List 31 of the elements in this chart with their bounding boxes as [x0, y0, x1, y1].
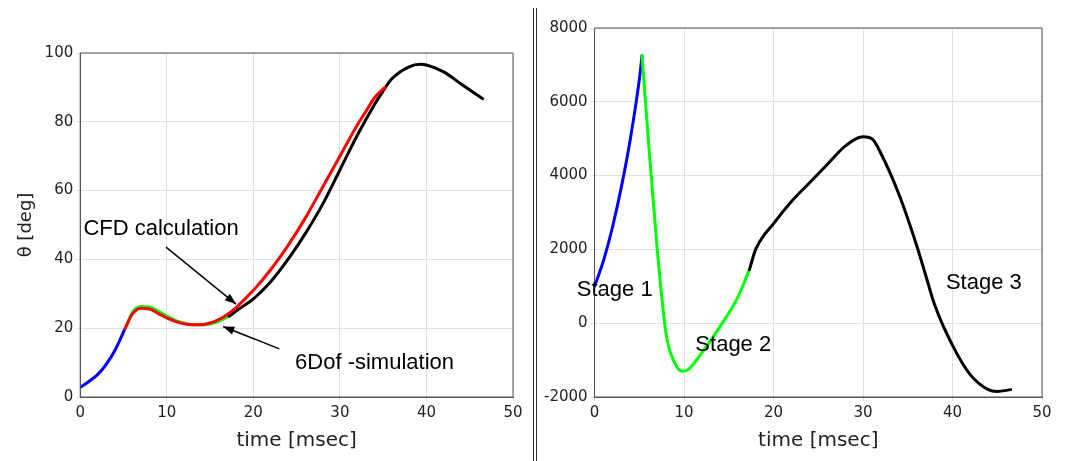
x-tick-label: 50: [503, 402, 523, 421]
y-tick-label: 4000: [549, 165, 588, 184]
x-tick-label: 10: [674, 402, 694, 421]
x-tick-label: 30: [853, 402, 873, 421]
y-tick-label: 8000: [549, 17, 588, 36]
y-tick-label: 100: [44, 42, 74, 61]
x-tick-label: 40: [942, 402, 963, 421]
x-tick-label: 30: [330, 402, 350, 421]
x-tick-label: 10: [157, 402, 177, 421]
annotation: Stage 3: [945, 268, 1022, 294]
y-axis-title: θ [deg]: [14, 192, 36, 258]
y-tick-label: 60: [54, 180, 74, 199]
x-tick-label: 0: [589, 402, 600, 421]
y-tick-label: 2000: [549, 239, 588, 258]
y-tick-label: -2000: [543, 386, 588, 405]
line-series: [80, 326, 127, 389]
line-series: [640, 54, 751, 373]
y-tick-label: 40: [54, 249, 74, 268]
y-tick-label: 6000: [549, 91, 588, 110]
x-tick-label: 20: [243, 402, 263, 421]
x-axis-title: time [msec]: [236, 427, 357, 452]
y-tick-label: 80: [54, 111, 74, 130]
y-tick-label: 20: [54, 318, 74, 337]
x-tick-label: 50: [1032, 402, 1052, 421]
x-axis-title: time [msec]: [758, 427, 879, 452]
y-tick-label: 0: [63, 386, 74, 405]
annotation: 6Dof -simulation: [295, 348, 454, 374]
x-tick-label: 20: [764, 402, 784, 421]
x-tick-label: 40: [416, 402, 436, 421]
y-tick-label: 0: [578, 313, 588, 332]
annotation: CFD calculation: [83, 215, 239, 241]
